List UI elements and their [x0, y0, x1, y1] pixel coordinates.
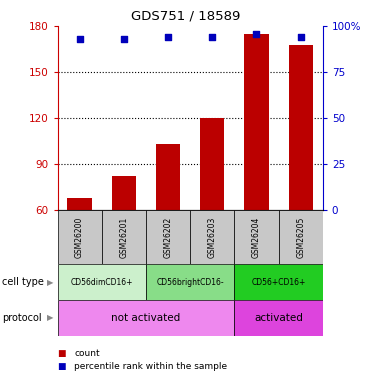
Bar — [102, 210, 146, 264]
Text: CD56brightCD16-: CD56brightCD16- — [156, 278, 224, 286]
Bar — [58, 300, 234, 336]
Point — [77, 36, 83, 42]
Bar — [156, 144, 180, 210]
Bar — [289, 45, 313, 210]
Text: GSM26203: GSM26203 — [208, 216, 217, 258]
Bar — [58, 264, 146, 300]
Point — [165, 34, 171, 40]
Text: ■: ■ — [58, 349, 66, 358]
Bar — [58, 210, 102, 264]
Text: percentile rank within the sample: percentile rank within the sample — [74, 362, 227, 371]
Text: ▶: ▶ — [47, 314, 53, 322]
Bar — [279, 210, 323, 264]
Bar — [234, 300, 323, 336]
Text: CD56+CD16+: CD56+CD16+ — [252, 278, 306, 286]
Bar — [146, 210, 190, 264]
Text: activated: activated — [254, 313, 303, 323]
Text: cell type: cell type — [2, 277, 44, 287]
Text: protocol: protocol — [2, 313, 42, 323]
Bar — [234, 210, 279, 264]
Text: GDS751 / 18589: GDS751 / 18589 — [131, 9, 240, 22]
Text: GSM26200: GSM26200 — [75, 216, 84, 258]
Point — [209, 34, 215, 40]
Text: CD56dimCD16+: CD56dimCD16+ — [70, 278, 133, 286]
Bar — [200, 118, 224, 210]
Bar — [112, 176, 136, 210]
Bar — [190, 210, 234, 264]
Text: not activated: not activated — [111, 313, 181, 323]
Text: GSM26204: GSM26204 — [252, 216, 261, 258]
Text: GSM26202: GSM26202 — [164, 217, 173, 258]
Text: count: count — [74, 349, 100, 358]
Point — [121, 36, 127, 42]
Text: ▶: ▶ — [47, 278, 53, 286]
Bar — [146, 264, 234, 300]
Bar — [244, 34, 269, 210]
Bar — [68, 198, 92, 210]
Point — [253, 31, 259, 37]
Text: GSM26201: GSM26201 — [119, 217, 128, 258]
Point — [298, 34, 303, 40]
Bar — [234, 264, 323, 300]
Text: GSM26205: GSM26205 — [296, 216, 305, 258]
Text: ■: ■ — [58, 362, 66, 371]
